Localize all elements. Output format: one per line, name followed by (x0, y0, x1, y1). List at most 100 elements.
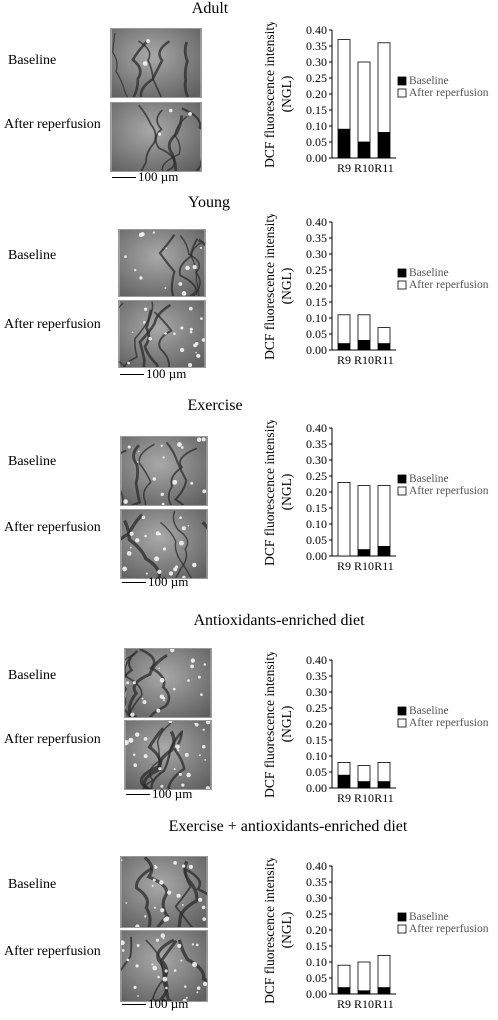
x-tick-label: R10 (354, 559, 374, 570)
micrograph-after-reperfusion (120, 509, 208, 579)
legend-label-baseline: Baseline (409, 267, 449, 279)
x-tick-label: R11 (374, 559, 394, 570)
scale-bar-line (120, 373, 144, 375)
bar-after-reperfusion-r11 (377, 327, 391, 344)
bar-after-reperfusion-r10 (357, 765, 371, 782)
y-tick-label: 0.15 (306, 103, 327, 117)
row-label-after-reperfusion: After reperfusion (4, 317, 101, 332)
y-tick-label: 0.25 (306, 469, 327, 483)
y-tick-label: 0.10 (306, 749, 327, 763)
y-tick-label: 0.35 (306, 669, 327, 683)
legend-swatch-baseline (397, 474, 407, 484)
bar-after-reperfusion-r10 (357, 314, 371, 341)
scale-bar: 100 µm (120, 366, 186, 382)
legend-swatch-after-reperfusion (397, 924, 407, 934)
x-tick-label: R11 (374, 353, 394, 364)
row-label-baseline: Baseline (8, 668, 57, 683)
micrograph-after-reperfusion (124, 720, 212, 790)
y-tick-label: 0.35 (306, 39, 327, 53)
x-tick-label: R9 (337, 353, 351, 364)
x-tick-label: R10 (354, 353, 374, 364)
y-tick-label: 0.10 (306, 955, 327, 969)
y-tick-label: 0.05 (306, 135, 327, 149)
micrograph-after-reperfusion (110, 102, 202, 172)
y-tick-label: 0.10 (306, 311, 327, 325)
y-tick-label: 0.30 (306, 453, 327, 467)
legend-swatch-baseline (397, 912, 407, 922)
y-axis-label: DCF fluorescence intensity (NGL) (262, 420, 294, 566)
panel-title: Exercise + antioxidants-enriched diet (168, 818, 408, 835)
y-tick-label: 0.05 (306, 971, 327, 985)
y-tick-label: 0.25 (306, 701, 327, 715)
legend-swatch-after-reperfusion (397, 88, 407, 98)
y-tick-label: 0.30 (306, 685, 327, 699)
legend-swatch-baseline (397, 706, 407, 716)
y-tick-label: 0.00 (306, 151, 327, 165)
y-tick-label: 0.40 (306, 653, 327, 667)
bar-after-reperfusion-r11 (377, 762, 391, 783)
bar-after-reperfusion-r9 (337, 314, 351, 345)
x-tick-label: R11 (374, 791, 394, 802)
scale-bar-label: 100 µm (146, 366, 187, 381)
scale-bar: 100 µm (112, 169, 178, 185)
row-label-baseline: Baseline (8, 877, 57, 892)
scale-bar: 100 µm (122, 574, 188, 590)
y-tick-label: 0.15 (306, 295, 327, 309)
bar-after-reperfusion-r10 (357, 61, 371, 143)
panel-title: Adult (191, 0, 229, 17)
bar-after-reperfusion-r9 (337, 762, 351, 776)
row-label-after-reperfusion: After reperfusion (4, 117, 101, 132)
row-label-after-reperfusion: After reperfusion (4, 944, 101, 959)
y-tick-label: 0.30 (306, 891, 327, 905)
y-tick-label: 0.25 (306, 907, 327, 921)
y-tick-label: 0.15 (306, 939, 327, 953)
legend-label-baseline: Baseline (409, 705, 449, 717)
y-tick-label: 0.05 (306, 327, 327, 341)
x-tick-label: R9 (337, 161, 351, 172)
row-label-baseline: Baseline (8, 454, 57, 469)
bar-chart-4: DCF fluorescence intensity (NGL) 0.00 0.05 0… (262, 652, 489, 802)
y-tick-label: 0.05 (306, 533, 327, 547)
x-tick-label: R10 (354, 161, 374, 172)
x-tick-label: R10 (354, 997, 374, 1008)
row-label-after-reperfusion: After reperfusion (4, 520, 101, 535)
legend-label-after-reperfusion: After reperfusion (409, 485, 489, 497)
bar-baseline-r10 (357, 141, 371, 159)
micrograph-baseline (124, 648, 212, 718)
y-axis-label: DCF fluorescence intensity (NGL) (262, 858, 294, 1004)
scale-bar-label: 100 µm (148, 996, 189, 1011)
y-tick-label: 0.00 (306, 781, 327, 795)
legend-swatch-after-reperfusion (397, 718, 407, 728)
bar-baseline-r11 (377, 343, 391, 351)
y-tick-label: 0.25 (306, 71, 327, 85)
y-tick-label: 0.20 (306, 279, 327, 293)
y-tick-label: 0.35 (306, 437, 327, 451)
bar-baseline-r10 (357, 549, 371, 557)
legend-label-baseline: Baseline (409, 473, 449, 485)
bar-after-reperfusion-r10 (357, 485, 371, 550)
x-tick-label: R9 (337, 791, 351, 802)
bar-baseline-r10 (357, 990, 371, 995)
panel-title: Young (188, 194, 230, 211)
scale-bar-label: 100 µm (148, 574, 189, 589)
bar-baseline-r10 (357, 781, 371, 789)
y-axis-label: DCF fluorescence intensity (NGL) (262, 652, 294, 798)
bar-after-reperfusion-r11 (377, 955, 391, 988)
y-tick-label: 0.10 (306, 119, 327, 133)
y-tick-label: 0.15 (306, 501, 327, 515)
bar-baseline-r9 (337, 343, 351, 351)
legend-label-after-reperfusion: After reperfusion (409, 717, 489, 729)
y-tick-label: 0.20 (306, 923, 327, 937)
y-tick-label: 0.40 (306, 23, 327, 37)
bar-chart-5: DCF fluorescence intensity (NGL) 0.00 0.05 0… (262, 858, 489, 1008)
scale-bar-line (122, 1003, 146, 1005)
y-tick-label: 0.00 (306, 343, 327, 357)
bar-chart-1: DCF fluorescence intensity (NGL) 0.00 0.05 0… (262, 22, 489, 172)
legend-swatch-baseline (397, 268, 407, 278)
y-tick-label: 0.10 (306, 517, 327, 531)
bar-baseline-r11 (377, 546, 391, 557)
scale-bar-line (126, 793, 150, 795)
x-tick-label: R9 (337, 559, 351, 570)
scale-bar-line (122, 581, 146, 583)
x-tick-label: R9 (337, 997, 351, 1008)
